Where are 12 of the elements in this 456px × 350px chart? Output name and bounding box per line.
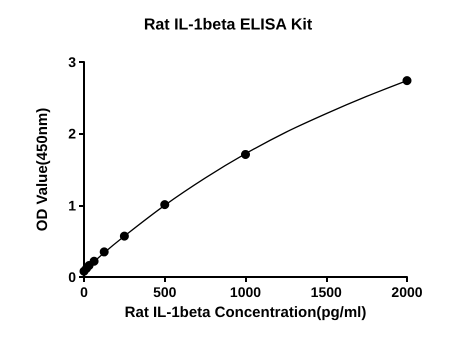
x-tick-label: 0 [80,284,88,300]
x-tick-label: 2000 [391,284,423,300]
y-tick-label: 0 [68,269,76,285]
y-tick-label: 1 [68,197,76,214]
x-axis-title: Rat IL-1beta Concentration(pg/ml) [124,304,366,321]
x-tick-label: 1000 [230,284,262,300]
chart-title: Rat IL-1beta ELISA Kit [144,16,313,34]
y-tick-label: 2 [68,126,76,142]
x-tick-label: 1500 [310,284,342,300]
y-tick-label: 3 [68,54,76,70]
y-axis-title: OD Value(450nm) [34,108,51,232]
x-tick-label: 500 [153,284,177,300]
